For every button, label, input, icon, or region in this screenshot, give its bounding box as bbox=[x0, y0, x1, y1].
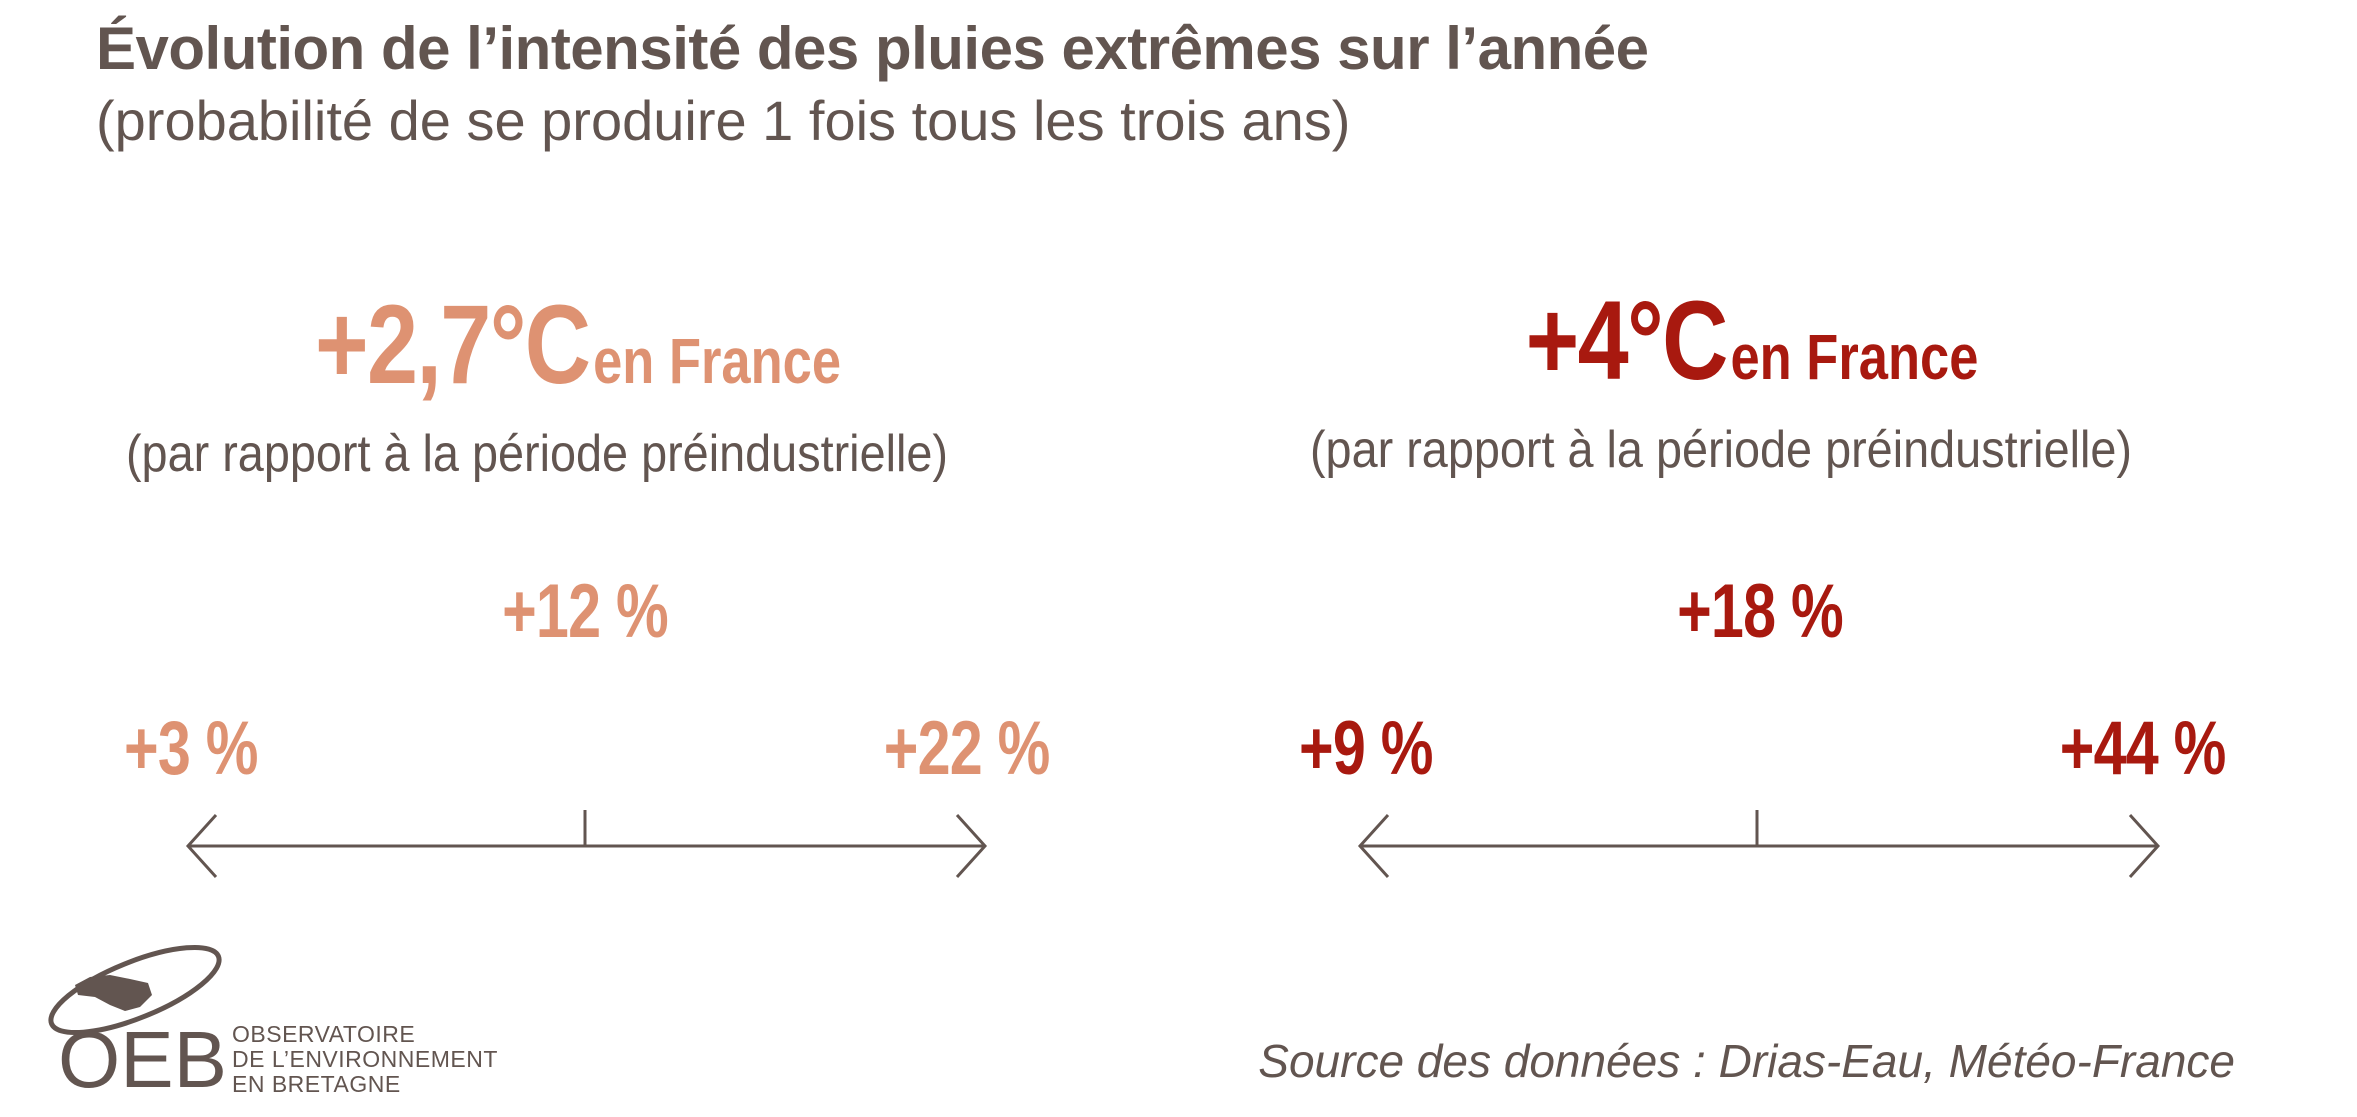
scenario-2-reference: (par rapport à la période préindustriell… bbox=[1309, 421, 2133, 479]
scenario-2-region: en France bbox=[1730, 321, 1979, 393]
scenario-1-headline: +2,7°C en France bbox=[315, 280, 841, 409]
scenario-1-warming: +2,7°C bbox=[314, 282, 591, 407]
scenario-2-warming: +4°C bbox=[1525, 278, 1729, 403]
logo-line: OBSERVATOIRE bbox=[232, 1021, 416, 1047]
orbit-icon bbox=[48, 944, 222, 1036]
scenario-2-low: +9 % bbox=[1299, 706, 1433, 791]
oeb-logo: OEB bbox=[48, 944, 227, 1095]
scenario-1-low: +3 % bbox=[124, 706, 258, 791]
scenario-1-range-arrow bbox=[185, 810, 988, 879]
scenario-1-reference: (par rapport à la période préindustriell… bbox=[125, 425, 949, 483]
brittany-map-icon bbox=[75, 975, 152, 1011]
logo-text: OBSERVATOIRE DE L’ENVIRONNEMENT EN BRETA… bbox=[232, 1022, 498, 1097]
page-subtitle: (probabilité de se produire 1 fois tous … bbox=[96, 89, 1351, 152]
scenario-2-range-arrow bbox=[1357, 810, 2161, 879]
scenario-2-high: +44 % bbox=[2060, 706, 2227, 791]
logo-acronym: OEB bbox=[58, 1015, 227, 1095]
source-note: Source des données : Drias-Eau, Météo-Fr… bbox=[1258, 1035, 2235, 1087]
scenario-2-headline: +4°C en France bbox=[1526, 276, 1979, 405]
scenario-1-region: en France bbox=[593, 325, 842, 397]
scenario-1-high: +22 % bbox=[884, 706, 1051, 791]
scenario-2-median: +18 % bbox=[1677, 569, 1844, 654]
logo-line: DE L’ENVIRONNEMENT bbox=[232, 1046, 498, 1072]
page-title: Évolution de l’intensité des pluies extr… bbox=[96, 15, 1649, 82]
scenario-1-median: +12 % bbox=[502, 569, 669, 654]
logo-line: EN BRETAGNE bbox=[232, 1071, 401, 1097]
